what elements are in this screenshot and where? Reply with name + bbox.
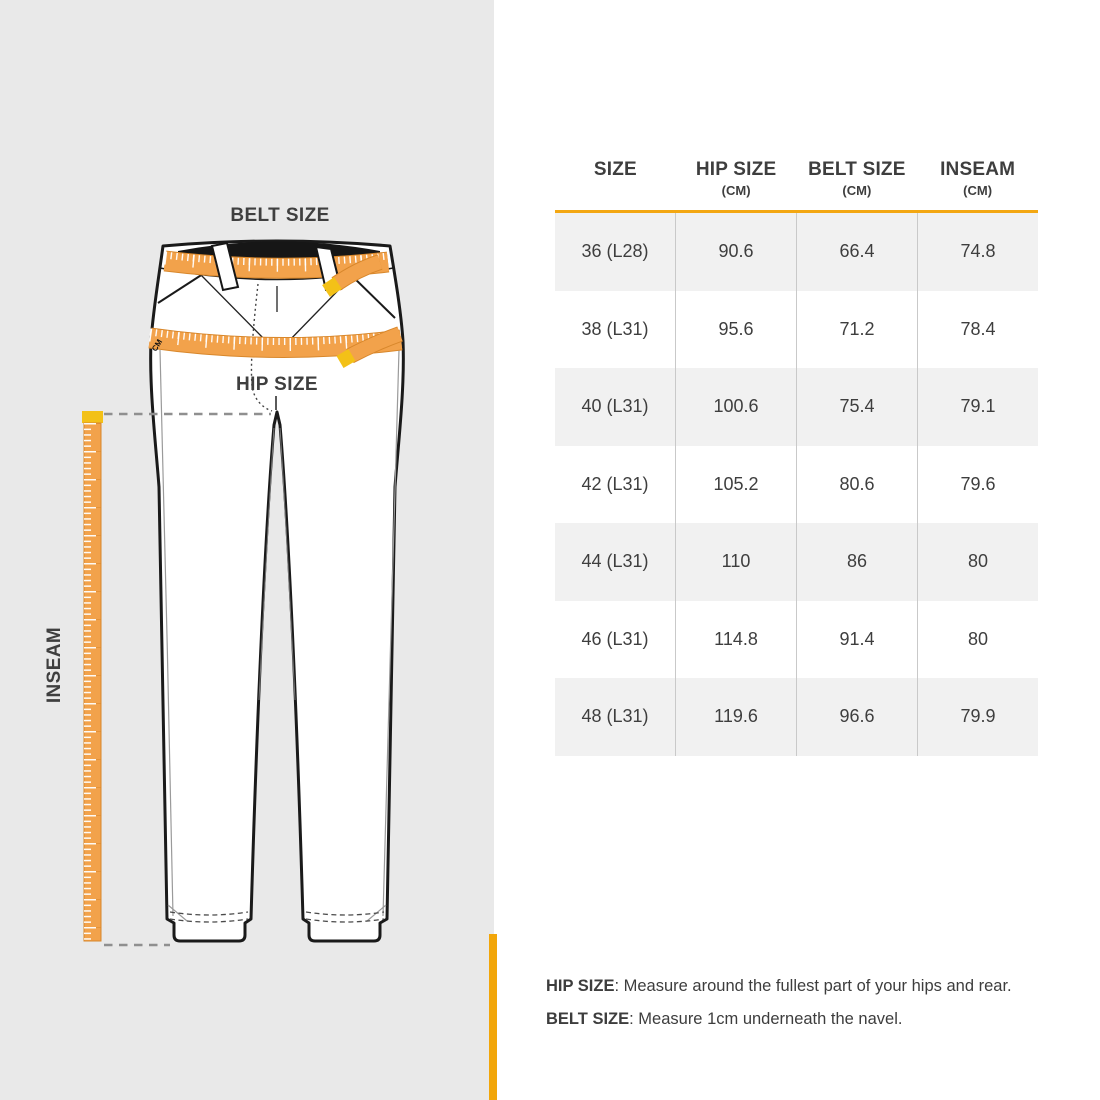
cell-hip: 90.6 — [675, 213, 796, 291]
pants-outline — [149, 239, 405, 943]
cell-belt: 86 — [796, 523, 917, 601]
belt-size-label: BELT SIZE — [230, 205, 330, 226]
note-hip-text: : Measure around the fullest part of you… — [614, 977, 1012, 995]
cell-hip: 110 — [675, 523, 796, 601]
column-header-inseam: INSEAM (CM) — [917, 150, 1038, 210]
note-belt-text: : Measure 1cm underneath the navel. — [629, 1010, 903, 1028]
cell-inseam: 80 — [917, 600, 1038, 678]
inseam-label: INSEAM — [44, 626, 65, 704]
belt-tape-tail — [322, 254, 383, 297]
column-label: BELT SIZE — [808, 159, 906, 180]
side-seam-right — [382, 349, 400, 917]
column-unit: (CM) — [721, 183, 751, 198]
cell-hip: 100.6 — [675, 368, 796, 446]
size-table: SIZE HIP SIZE (CM) BELT SIZE (CM) INSEAM… — [555, 150, 1038, 756]
crotch-seam-left — [258, 427, 275, 701]
pocket-bag-left — [199, 273, 271, 346]
column-unit: (CM) — [963, 183, 993, 198]
table-row: 46 (L31) 114.8 91.4 80 — [555, 600, 1038, 678]
table-row: 40 (L31) 100.6 75.4 79.1 — [555, 368, 1038, 446]
cell-inseam: 79.6 — [917, 445, 1038, 523]
hip-tape-tail — [336, 326, 403, 369]
crotch-seam-right — [279, 427, 296, 701]
cell-belt: 96.6 — [796, 678, 917, 756]
measure-guides — [104, 412, 271, 947]
column-label: SIZE — [593, 159, 637, 180]
cell-size: 40 (L31) — [581, 396, 649, 417]
note-hip-label: HIP SIZE — [546, 977, 615, 995]
table-row: 48 (L31) 119.6 96.6 79.9 — [555, 678, 1038, 756]
cell-inseam: 79.9 — [917, 678, 1038, 756]
cell-size: 42 (L31) — [581, 473, 649, 494]
measure-notes: HIP SIZE: Measure around the fullest par… — [546, 970, 1066, 1036]
cuff-dart-left — [167, 904, 188, 922]
inseam-tape-tip — [82, 411, 103, 423]
cell-size: 46 (L31) — [581, 628, 649, 649]
cell-size: 48 (L31) — [581, 706, 649, 727]
side-seam-left — [159, 349, 174, 917]
note-belt-label: BELT SIZE — [546, 1010, 630, 1028]
cell-belt: 80.6 — [796, 445, 917, 523]
table-row: 38 (L31) 95.6 71.2 78.4 — [555, 290, 1038, 368]
note-hip: HIP SIZE: Measure around the fullest par… — [546, 970, 1066, 1003]
table-header: SIZE HIP SIZE (CM) BELT SIZE (CM) INSEAM… — [555, 150, 1038, 210]
cell-belt: 71.2 — [796, 290, 917, 368]
column-header-belt: BELT SIZE (CM) — [797, 150, 918, 210]
cell-size: 44 (L31) — [581, 551, 649, 572]
cell-size: 36 (L28) — [581, 241, 649, 262]
pocket-slash-left — [157, 271, 207, 304]
cell-size: 38 (L31) — [581, 318, 649, 339]
cell-inseam: 78.4 — [917, 290, 1038, 368]
column-header-hip: HIP SIZE (CM) — [676, 150, 797, 210]
cell-inseam: 79.1 — [917, 368, 1038, 446]
note-belt: BELT SIZE: Measure 1cm underneath the na… — [546, 1003, 1066, 1036]
column-unit: (CM) — [842, 183, 872, 198]
cell-inseam: 74.8 — [917, 213, 1038, 291]
cell-hip: 114.8 — [675, 600, 796, 678]
belt-loop — [210, 241, 240, 292]
cell-belt: 66.4 — [796, 213, 917, 291]
hip-size-label: HIP SIZE — [235, 374, 319, 395]
table-row: 44 (L31) 110 86 80 — [555, 523, 1038, 601]
table-body: 36 (L28) 90.6 66.4 74.8 38 (L31) 95.6 71… — [555, 213, 1038, 756]
table-row: 36 (L28) 90.6 66.4 74.8 — [555, 213, 1038, 291]
cell-hip: 95.6 — [675, 290, 796, 368]
inseam-tape — [82, 411, 103, 942]
pants-diagram: CM — [82, 239, 405, 947]
header-rule — [555, 210, 1038, 213]
cell-belt: 91.4 — [796, 600, 917, 678]
fly-stitch — [250, 283, 273, 412]
column-label: HIP SIZE — [695, 159, 777, 180]
cell-hip: 119.6 — [675, 678, 796, 756]
cell-belt: 75.4 — [796, 368, 917, 446]
pants-body — [149, 239, 405, 943]
column-label: INSEAM — [940, 159, 1016, 180]
cell-inseam: 80 — [917, 523, 1038, 601]
column-header-size: SIZE — [555, 150, 676, 210]
cell-hip: 105.2 — [675, 445, 796, 523]
table-row: 42 (L31) 105.2 80.6 79.6 — [555, 445, 1038, 523]
hem-stitches — [169, 911, 385, 923]
accent-bar — [489, 934, 497, 1100]
